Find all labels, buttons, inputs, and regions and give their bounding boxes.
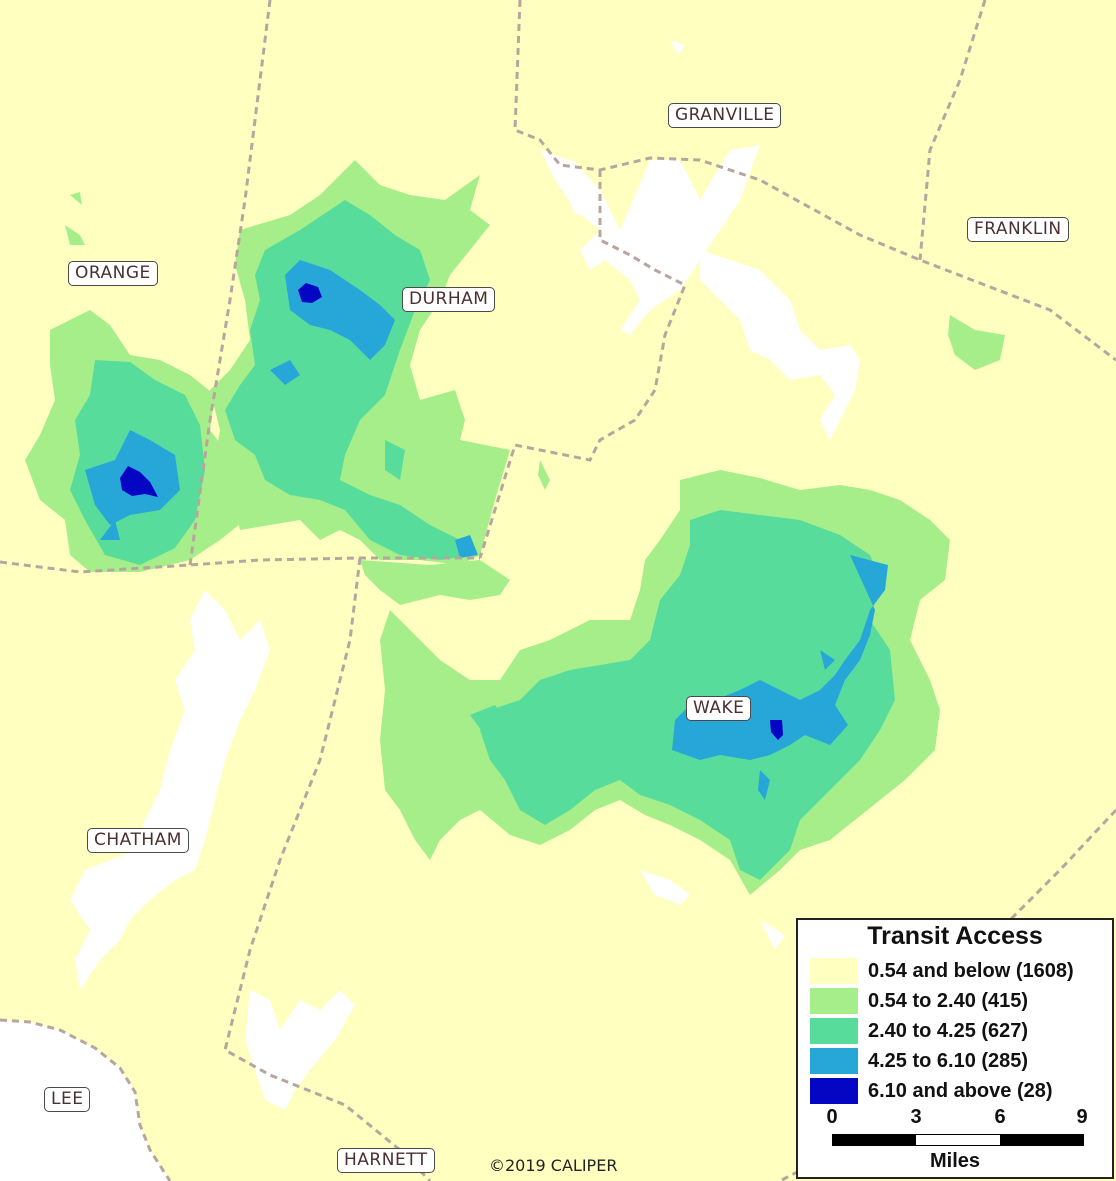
harris-lake <box>245 990 355 1110</box>
legend-row: 0.54 and below (1608) <box>810 958 1074 984</box>
county-label-granville: GRANVILLE <box>668 103 782 128</box>
lake-upper-streams <box>560 40 685 215</box>
legend-label: 4.25 to 6.10 (285) <box>868 1049 1029 1072</box>
copyright-notice: ©2019 CALIPER <box>489 1156 618 1175</box>
county-label-franklin: FRANKLIN <box>967 217 1069 242</box>
county-label-lee: LEE <box>44 1087 91 1112</box>
orange-transit-zones <box>25 192 245 572</box>
legend-label: 6.10 and above (28) <box>868 1079 1053 1102</box>
legend-swatch <box>810 1018 858 1044</box>
scale-tick: 3 <box>910 1106 922 1128</box>
scale-units-label: Miles <box>929 1150 981 1172</box>
east-creeks <box>700 250 860 440</box>
legend-row: 4.25 to 6.10 (285) <box>810 1048 1028 1074</box>
water-bodies <box>70 40 860 1110</box>
legend-row: 0.54 to 2.40 (415) <box>810 988 1028 1014</box>
legend-row: 6.10 and above (28) <box>810 1078 1053 1104</box>
legend-swatch <box>810 958 858 984</box>
legend-row: 2.40 to 4.25 (627) <box>810 1018 1028 1044</box>
county-label-durham: DURHAM <box>402 287 496 312</box>
county-label-harnett: HARNETT <box>337 1148 435 1173</box>
legend-label: 0.54 to 2.40 (415) <box>868 989 1029 1012</box>
legend-swatch <box>810 1048 858 1074</box>
scale-bar-segment <box>916 1135 1000 1145</box>
legend-label: 2.40 to 4.25 (627) <box>868 1019 1029 1042</box>
county-label-orange: ORANGE <box>68 261 158 286</box>
wake-south-streams <box>640 870 785 950</box>
legend-title: Transit Access <box>867 922 1043 950</box>
scale-tick: 0 <box>826 1106 838 1128</box>
legend-swatch <box>810 988 858 1014</box>
scale-bar-segment <box>833 1135 917 1145</box>
legend-label: 0.54 and below (1608) <box>868 959 1074 982</box>
falls-lake <box>540 145 760 335</box>
scale-tick: 6 <box>994 1106 1006 1128</box>
scale-tick: 9 <box>1076 1106 1088 1128</box>
legend-swatch <box>810 1078 858 1104</box>
county-label-wake: WAKE <box>686 696 752 721</box>
scale-bar <box>832 1134 1084 1146</box>
jordan-lake <box>70 590 270 990</box>
map-legend: Transit Access 0.54 and below (1608) 0.5… <box>796 918 1114 1179</box>
scale-bar-segment <box>999 1135 1083 1145</box>
county-label-chatham: CHATHAM <box>87 828 189 853</box>
